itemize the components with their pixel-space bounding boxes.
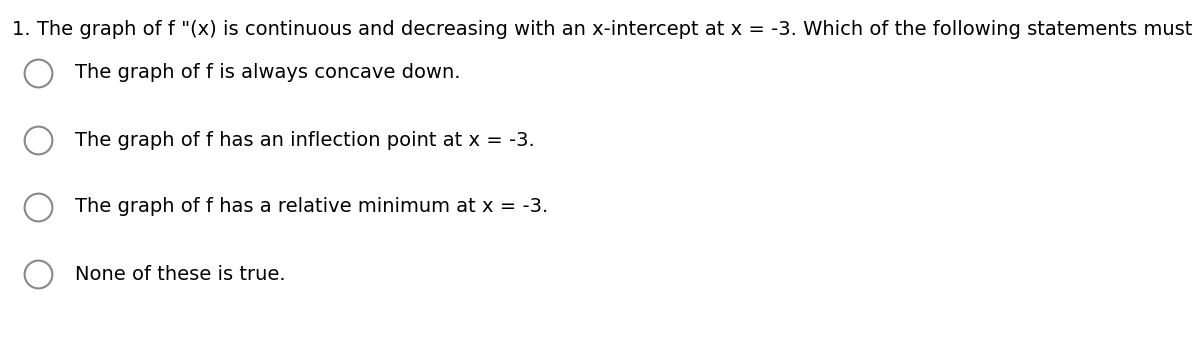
Text: None of these is true.: None of these is true. xyxy=(74,265,286,284)
Text: The graph of f has a relative minimum at x = -3.: The graph of f has a relative minimum at… xyxy=(74,197,548,217)
Text: The graph of f has an inflection point at x = -3.: The graph of f has an inflection point a… xyxy=(74,130,535,149)
Text: The graph of f is always concave down.: The graph of f is always concave down. xyxy=(74,64,461,82)
Text: 1. The graph of f "(x) is continuous and decreasing with an x-intercept at x = -: 1. The graph of f "(x) is continuous and… xyxy=(12,20,1200,39)
